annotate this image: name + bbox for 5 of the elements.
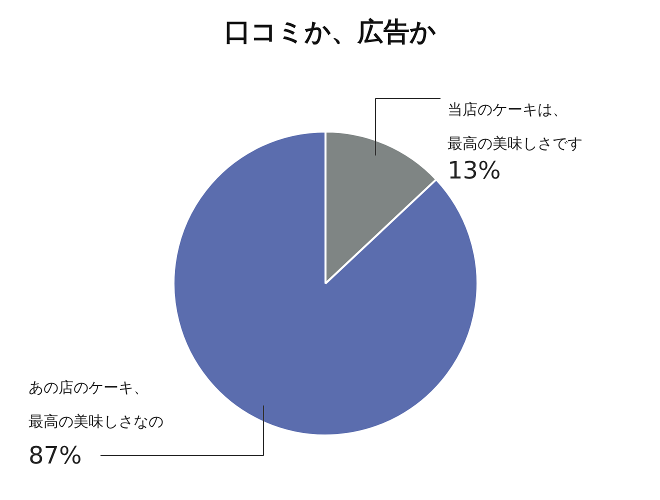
data-label: 87% xyxy=(28,442,82,470)
slice-label: あの店のケーキ、最高の美味しさなの xyxy=(28,378,164,431)
data-label: 13% xyxy=(448,156,501,184)
chart-title: 口コミか、広告か xyxy=(224,18,436,48)
slice-label: 当店のケーキは、最高の美味しさです xyxy=(448,100,582,153)
